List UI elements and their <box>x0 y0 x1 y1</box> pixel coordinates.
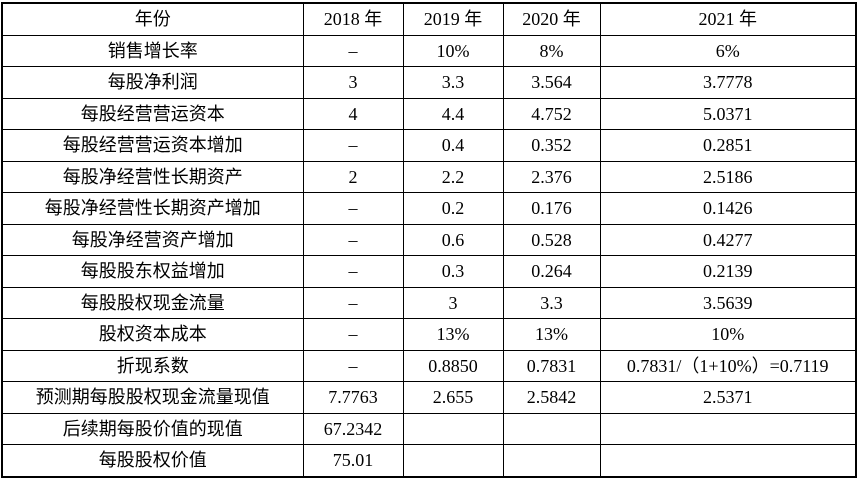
table-cell: 0.7831/（1+10%）=0.7119 <box>599 349 857 382</box>
table-cell: 2.376 <box>502 160 601 193</box>
table-cell: 8% <box>502 34 601 67</box>
table-cell: 3.5639 <box>599 286 857 319</box>
table-cell: – <box>302 223 404 256</box>
row-label: 折现系数 <box>1 349 304 382</box>
row-label: 销售增长率 <box>1 34 304 67</box>
column-header: 年份 <box>1 2 304 36</box>
column-header: 2020 年 <box>502 2 601 36</box>
table-cell: – <box>302 129 404 162</box>
row-label: 每股经营营运资本 <box>1 97 304 130</box>
table-row: 每股经营营运资本 4 4.4 4.752 5.0371 <box>1 97 857 130</box>
table-cell <box>402 444 504 477</box>
table-row: 销售增长率 –10% 8% 6% <box>1 34 857 67</box>
table-cell: 13% <box>402 318 504 351</box>
table-row: 每股股东权益增加 –0.3 0.264 0.2139 <box>1 255 857 288</box>
row-label: 每股净经营性长期资产 <box>1 160 304 193</box>
table-cell <box>599 444 857 477</box>
table-cell <box>502 412 601 445</box>
table-cell: 0.4 <box>402 129 504 162</box>
table-row: 每股经营营运资本增加 –0.4 0.352 0.2851 <box>1 129 857 162</box>
table-cell: 3.7778 <box>599 66 857 99</box>
table-cell: 0.1426 <box>599 192 857 225</box>
column-header: 2018 年 <box>302 2 404 36</box>
table-cell: 7.7763 <box>302 381 404 414</box>
table-cell: 3 <box>402 286 504 319</box>
table-cell: – <box>302 286 404 319</box>
table-cell: 10% <box>402 34 504 67</box>
table-row: 后续期每股价值的现值 67.2342 <box>1 412 857 445</box>
table-cell: 0.6 <box>402 223 504 256</box>
table-cell: 2.5842 <box>502 381 601 414</box>
table-cell: 0.8850 <box>402 349 504 382</box>
row-label: 每股净经营资产增加 <box>1 223 304 256</box>
row-label: 后续期每股价值的现值 <box>1 412 304 445</box>
table-cell: 2.5186 <box>599 160 857 193</box>
table-cell: 2.5371 <box>599 381 857 414</box>
table-cell: 13% <box>502 318 601 351</box>
table-cell: – <box>302 318 404 351</box>
table-cell: 0.352 <box>502 129 601 162</box>
table-cell: 0.264 <box>502 255 601 288</box>
row-label: 每股股东权益增加 <box>1 255 304 288</box>
table-cell: 0.7831 <box>502 349 601 382</box>
table-cell: 0.2 <box>402 192 504 225</box>
table-cell: 4.4 <box>402 97 504 130</box>
table-cell: – <box>302 192 404 225</box>
column-header: 2021 年 <box>599 2 857 36</box>
table-cell: 3.564 <box>502 66 601 99</box>
table-cell: 3.3 <box>402 66 504 99</box>
table-cell: 3 <box>302 66 404 99</box>
table-cell <box>599 412 857 445</box>
table-row: 每股股权价值 75.01 <box>1 444 857 477</box>
table-row: 每股净经营性长期资产 2 2.2 2.376 2.5186 <box>1 160 857 193</box>
row-label: 每股净经营性长期资产增加 <box>1 192 304 225</box>
table-cell: – <box>302 255 404 288</box>
table-cell: 0.4277 <box>599 223 857 256</box>
table-cell: 2.2 <box>402 160 504 193</box>
table-cell: 3.3 <box>502 286 601 319</box>
table-row: 每股股权现金流量 –3 3.3 3.5639 <box>1 286 857 319</box>
table-cell: – <box>302 349 404 382</box>
column-header: 2019 年 <box>402 2 504 36</box>
table-row: 每股净经营资产增加 –0.6 0.528 0.4277 <box>1 223 857 256</box>
table-cell: 4.752 <box>502 97 601 130</box>
row-label: 每股股权现金流量 <box>1 286 304 319</box>
table-cell: 2 <box>302 160 404 193</box>
table-cell: 2.655 <box>402 381 504 414</box>
table-cell: – <box>302 34 404 67</box>
table-cell: 4 <box>302 97 404 130</box>
table-row: 股权资本成本 –13% 13% 10% <box>1 318 857 351</box>
table-cell: 10% <box>599 318 857 351</box>
table-cell: 75.01 <box>302 444 404 477</box>
table-cell: 0.2139 <box>599 255 857 288</box>
table-cell <box>502 444 601 477</box>
row-label: 预测期每股股权现金流量现值 <box>1 381 304 414</box>
table-cell: 0.2851 <box>599 129 857 162</box>
row-label: 每股净利润 <box>1 66 304 99</box>
row-label: 每股股权价值 <box>1 444 304 477</box>
table-cell: 6% <box>599 34 857 67</box>
header-row: 年份 2018 年 2019 年 2020 年 2021 年 <box>1 2 857 36</box>
table-cell: 0.176 <box>502 192 601 225</box>
table-row: 每股净经营性长期资产增加 –0.2 0.176 0.1426 <box>1 192 857 225</box>
table-cell: 0.528 <box>502 223 601 256</box>
row-label: 股权资本成本 <box>1 318 304 351</box>
table-cell: 5.0371 <box>599 97 857 130</box>
table-cell: 67.2342 <box>302 412 404 445</box>
table-cell <box>402 412 504 445</box>
table-row: 折现系数 –0.8850 0.7831 0.7831/（1+10%）=0.7119 <box>1 349 857 382</box>
table-row: 预测期每股股权现金流量现值 7.7763 2.655 2.5842 2.5371 <box>1 381 857 414</box>
row-label: 每股经营营运资本增加 <box>1 129 304 162</box>
table-cell: 0.3 <box>402 255 504 288</box>
table-row: 每股净利润 3 3.3 3.564 3.7778 <box>1 66 857 99</box>
